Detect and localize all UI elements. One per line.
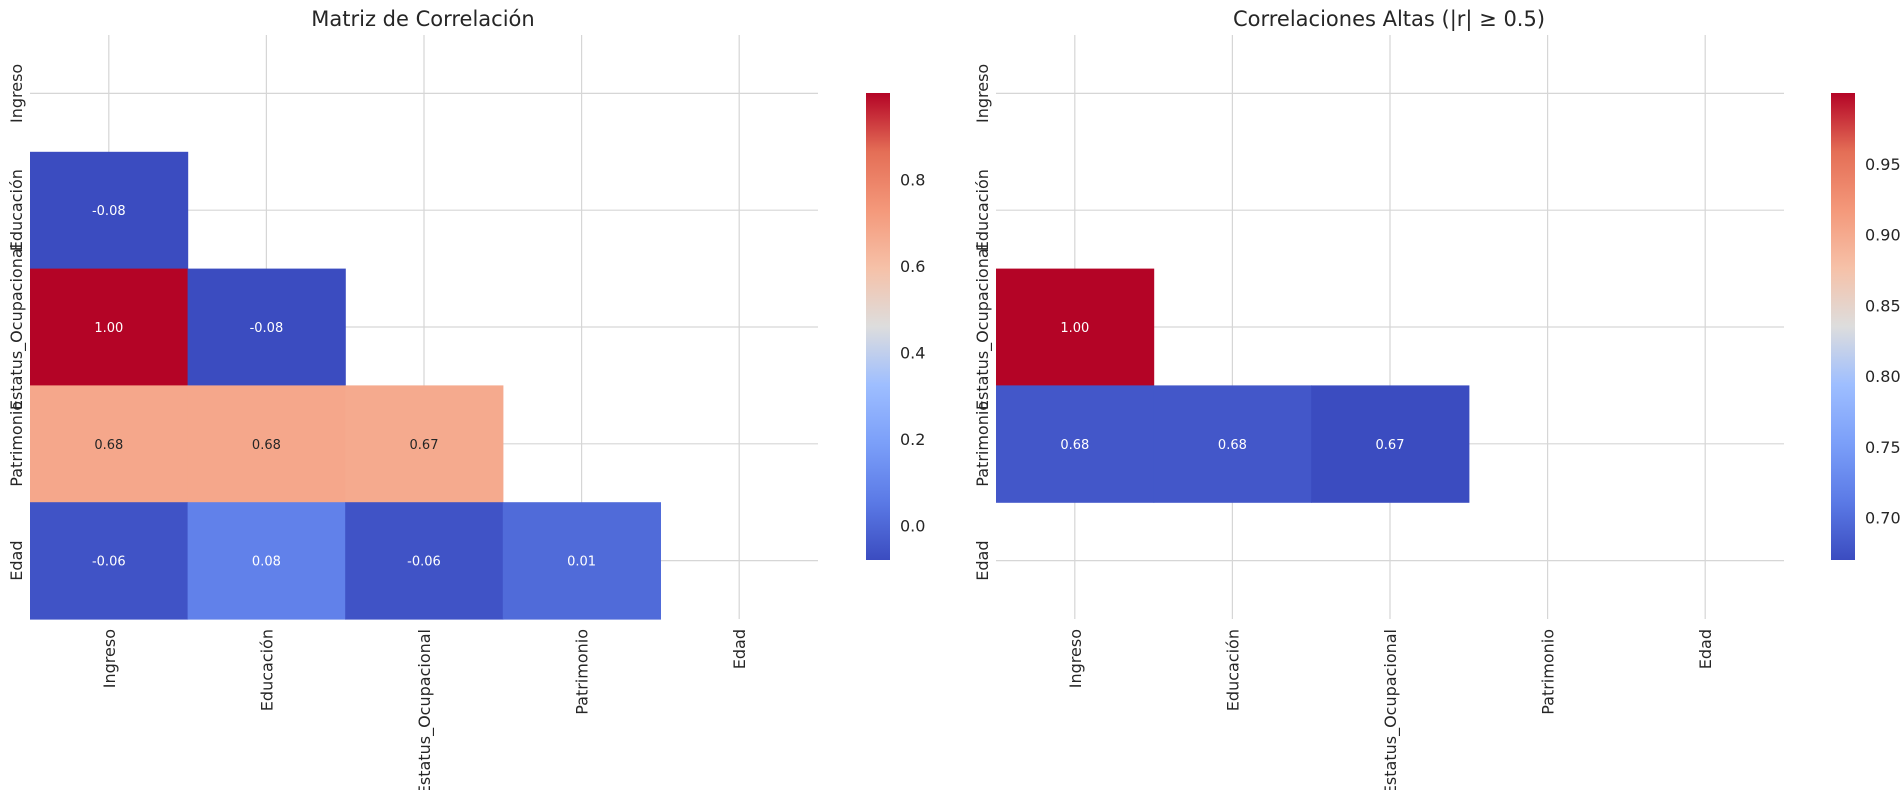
y-tick-label: Edad [7,540,26,580]
colorbar-tick-label: 0.95 [1865,155,1901,174]
heatmap-cell-Estatus_Ocupacional-Ingreso [30,268,189,386]
colorbar-tick-label: 0.6 [900,257,925,276]
colorbar-tick-label: 0.90 [1865,226,1901,245]
heatmap-cell-Edad-Estatus_Ocupacional [345,502,504,620]
heatmap-cell-Estatus_Ocupacional-Educación [187,268,346,386]
x-tick-label: Educación [1223,629,1242,711]
cell-annotation: 1.00 [94,321,123,336]
heatmap-cell-Edad-Ingreso [30,502,189,620]
x-tick-label: Patrimonio [1539,629,1558,715]
cell-annotation: -0.08 [92,204,126,219]
colorbar [866,93,890,560]
chart-title: Correlaciones Altas (|r| ≥ 0.5) [1233,7,1545,32]
cell-annotation: -0.06 [407,555,441,570]
cell-annotation: -0.08 [250,321,284,336]
colorbar-tick-label: 0.70 [1865,509,1901,528]
cell-annotation: -0.06 [92,555,126,570]
y-tick-label: Patrimonio [973,401,992,487]
x-tick-label: Estatus_Ocupacional [1381,629,1401,790]
x-tick-label: Ingreso [1066,629,1085,688]
y-tick-label: Ingreso [973,64,992,123]
y-tick-label: Estatus_Ocupacional [973,244,993,410]
chart-title: Matriz de Correlación [311,7,534,31]
heatmap-cell-Edad-Educación [187,502,346,620]
heatmap-panel-2: Correlaciones Altas (|r| ≥ 0.5) 1.00 0.68 0… [973,7,1901,790]
cell-annotation: 0.68 [94,438,123,453]
heatmap-cell-Patrimonio-Educación [1153,385,1312,503]
colorbar-tick-label: 0.85 [1865,296,1901,315]
colorbar-tick-label: 0.2 [900,430,925,449]
colorbar [1831,93,1855,560]
heatmap-cell-Edad-Patrimonio [502,502,661,620]
heatmap-cell-Patrimonio-Ingreso [30,385,189,503]
y-tick-label: Estatus_Ocupacional [7,244,27,410]
cell-annotation: 0.68 [252,438,281,453]
cell-annotation: 0.67 [1376,438,1405,453]
colorbar-tick-label: 0.8 [900,170,925,189]
x-tick-label: Ingreso [100,629,119,688]
heatmap-cell-Patrimonio-Estatus_Ocupacional [1311,385,1470,503]
heatmap-cell-Patrimonio-Estatus_Ocupacional [345,385,504,503]
cell-annotation: 0.68 [1060,438,1089,453]
colorbar-tick-label: 0.4 [900,343,925,362]
heatmap-cell-Estatus_Ocupacional-Ingreso [996,268,1155,386]
x-tick-label: Educación [257,629,276,711]
cell-annotation: 0.08 [252,555,281,570]
cell-annotation: 1.00 [1060,321,1089,336]
heatmap-cell-Patrimonio-Ingreso [996,385,1155,503]
colorbar-tick-label: 0.75 [1865,438,1901,457]
x-tick-label: Estatus_Ocupacional [415,629,435,790]
x-tick-label: Patrimonio [573,629,592,715]
colorbar-tick-label: 0.80 [1865,367,1901,386]
heatmap-cell-Patrimonio-Educación [187,385,346,503]
y-tick-label: Edad [973,540,992,580]
cell-annotation: 0.67 [410,438,439,453]
x-tick-label: Edad [1696,629,1715,669]
y-tick-label: Ingreso [7,64,26,123]
colorbar-tick-label: 0.0 [900,516,925,535]
y-tick-label: Educación [7,169,26,251]
cell-annotation: 0.68 [1218,438,1247,453]
heatmap-panel-1: Matriz de Correlación -0.08 1.00 -0.08 0.68 0… [7,7,925,790]
y-tick-label: Educación [973,169,992,251]
cell-annotation: 0.01 [567,555,596,570]
y-tick-label: Patrimonio [7,401,26,487]
x-tick-label: Edad [730,629,749,669]
heatmap-cell-Educación-Ingreso [30,151,189,270]
